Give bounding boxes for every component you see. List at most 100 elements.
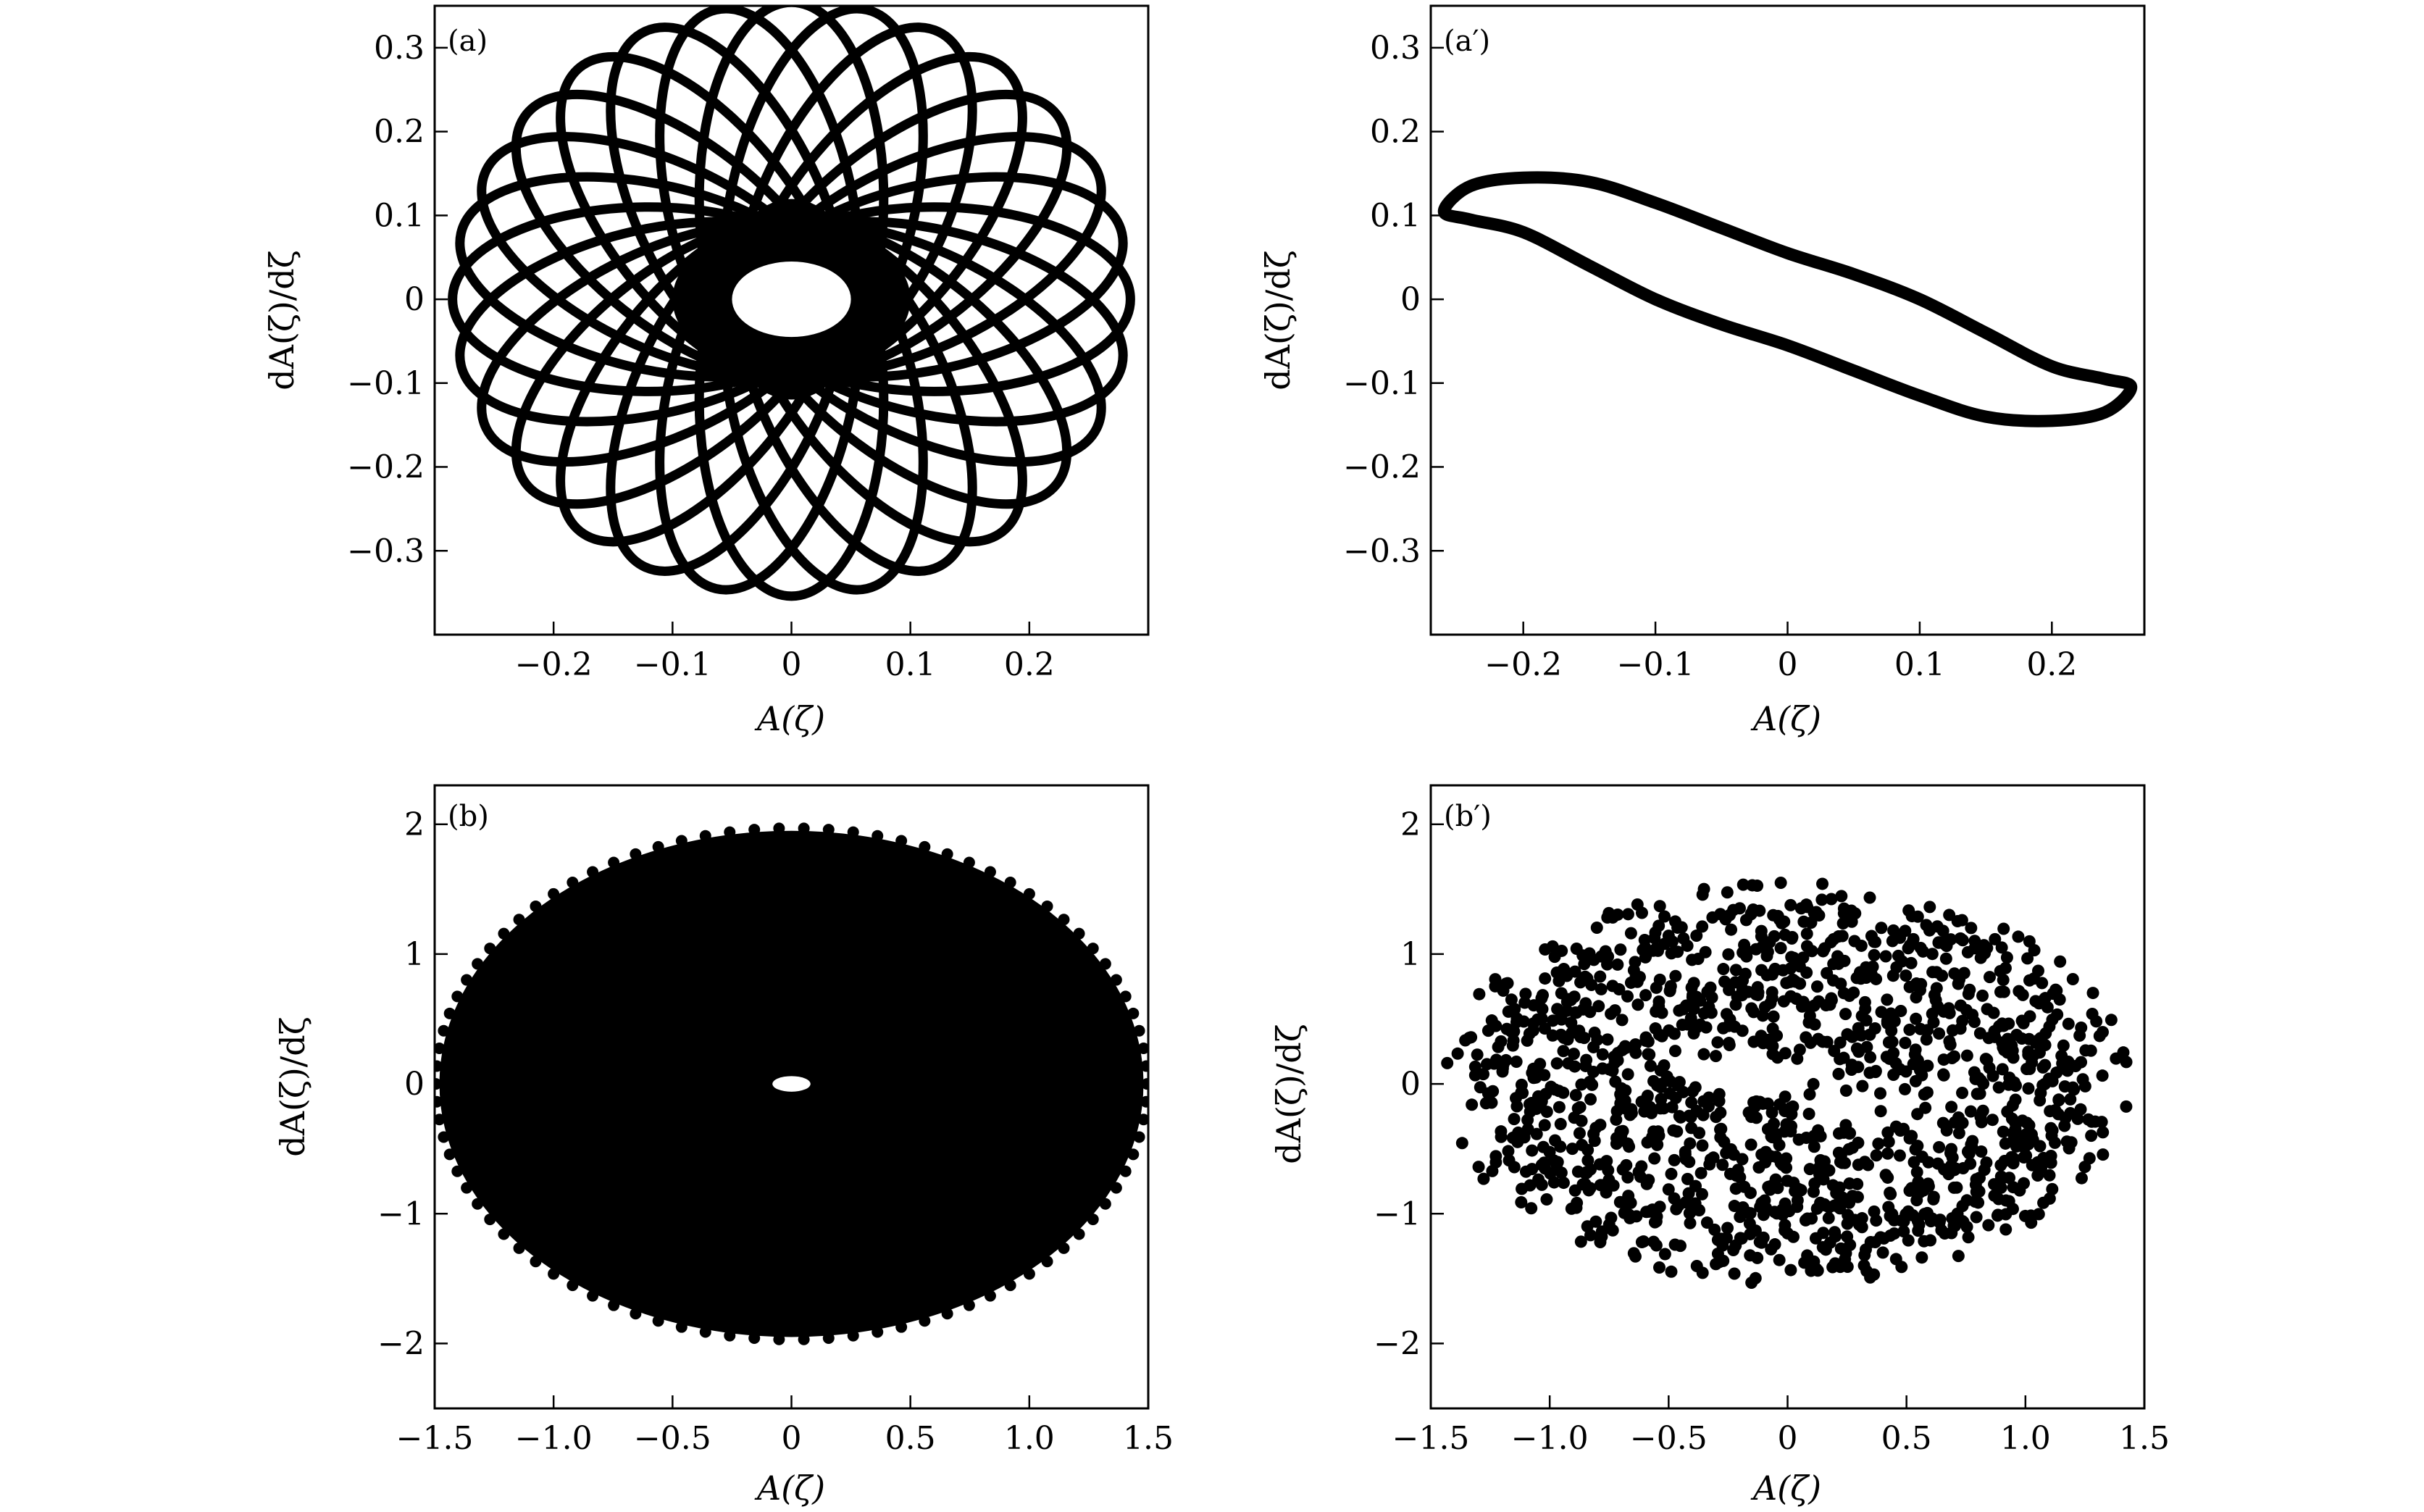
panel-b-prime-point-299 bbox=[1948, 1050, 1961, 1063]
panel-b-prime-point-384 bbox=[1997, 1125, 2010, 1138]
panel-b-prime-point-786 bbox=[1779, 928, 1792, 941]
panel-b-prime-point-323 bbox=[1620, 1158, 1633, 1171]
panel-b-edge-point-28 bbox=[652, 840, 664, 853]
panel-b-prime-point-973 bbox=[1615, 1090, 1628, 1103]
panel-b-prime-point-717 bbox=[1687, 988, 1700, 1001]
panel-b-prime-point-867 bbox=[1877, 1232, 1890, 1245]
panel-b-prime-point-412 bbox=[1933, 1027, 1946, 1040]
panel-b-prime-point-1186 bbox=[1775, 916, 1788, 930]
panel-b-prime-point-411 bbox=[1722, 948, 1735, 961]
panel-b-prime-point-470 bbox=[1650, 981, 1663, 994]
panel-b-prime-point-1110 bbox=[1519, 1165, 1532, 1178]
panel-b-prime-point-782 bbox=[1907, 1058, 1920, 1071]
panel-a-ytick-label-2: −0.1 bbox=[347, 365, 425, 402]
panel-b-prime-point-1314 bbox=[2052, 1093, 2065, 1106]
panel-b-prime-point-1288 bbox=[1940, 940, 1953, 953]
panel-b-marks bbox=[435, 822, 1148, 1345]
panel-b-prime-point-693 bbox=[2120, 1100, 2133, 1113]
panel-b-prime-point-72 bbox=[1709, 1050, 1722, 1063]
panel-b-prime-point-1350 bbox=[1965, 922, 1978, 935]
panel-b-edge-point-42 bbox=[438, 1024, 450, 1037]
panel-b-prime-point-1338 bbox=[2034, 1094, 2047, 1107]
panel-b-prime-point-1374 bbox=[1576, 1138, 1589, 1151]
panel-b-prime-point-1133 bbox=[1843, 1127, 1856, 1140]
panel-a-prime-ytick-label-6: 0.3 bbox=[1370, 30, 1421, 67]
panel-b-prime-point-813 bbox=[1802, 1107, 1815, 1120]
panel-b-prime-point-535 bbox=[1986, 1114, 1999, 1127]
panel-b-prime-point-443 bbox=[1779, 1224, 1792, 1237]
panel-b-edge-point-38 bbox=[472, 958, 484, 970]
panel-b-prime-point-1378 bbox=[1750, 987, 1763, 1001]
panel-b-prime-point-1256 bbox=[1760, 969, 1773, 982]
panel-b-prime-point-1268 bbox=[1608, 1056, 1621, 1069]
panel-b-prime-point-1254 bbox=[1666, 1100, 1679, 1114]
panel-b-prime-point-481 bbox=[1881, 993, 1894, 1006]
panel-b-prime-point-1290 bbox=[1910, 1012, 1923, 1025]
panel-b-edge-point-39 bbox=[461, 974, 473, 986]
panel-b-prime-point-845 bbox=[2020, 1149, 2033, 1162]
panel-b-prime-point-436 bbox=[1900, 969, 1913, 982]
panel-b-prime-point-1002 bbox=[1700, 1021, 1713, 1034]
panel-b-prime-point-1015 bbox=[2117, 1046, 2130, 1059]
panel-b-prime-point-43 bbox=[1736, 878, 1750, 891]
panel-b-prime-point-899 bbox=[2096, 1069, 2109, 1082]
panel-b-prime-point-635 bbox=[1939, 952, 1952, 965]
panel-b-prime-point-1334 bbox=[1745, 1277, 1758, 1290]
panel-b-prime-point-1062 bbox=[1905, 956, 1918, 969]
panel-b-edge-point-24 bbox=[748, 824, 761, 836]
panel-b-prime-point-1340 bbox=[1684, 1216, 1697, 1229]
panel-b-prime-point-1270 bbox=[1751, 1251, 1764, 1264]
panel-b-prime-point-700 bbox=[2002, 1195, 2015, 1208]
panel-b-prime-point-1376 bbox=[1999, 1208, 2013, 1221]
panel-b-edge-point-59 bbox=[587, 1290, 599, 1302]
panel-b-prime-point-1085 bbox=[2015, 1014, 2028, 1027]
panel-b-prime-point-1107 bbox=[1970, 1173, 1983, 1186]
panel-a-prime-ytick-label-4: 0.1 bbox=[1370, 197, 1421, 234]
panel-b-prime-point-1272 bbox=[1611, 958, 1624, 971]
panel-b-prime-point-189 bbox=[2064, 1093, 2077, 1106]
panel-b-edge-point-43 bbox=[435, 1042, 446, 1054]
panel-b-edge-point-56 bbox=[530, 1256, 542, 1268]
panel-b-prime-point-839 bbox=[1908, 1048, 1921, 1061]
panel-b-prime-point-870 bbox=[1910, 1194, 1923, 1207]
panel-b-prime-point-463 bbox=[1569, 1089, 1582, 1102]
panel-b-edge-point-46 bbox=[435, 1095, 443, 1108]
panel-b-prime-point-939 bbox=[1832, 1146, 1845, 1159]
panel-b-edge-point-88 bbox=[1137, 1114, 1148, 1126]
panel-b-edge-point-68 bbox=[798, 1333, 810, 1345]
panel-b-prime-point-681 bbox=[1609, 1075, 1622, 1088]
panel-b-prime-point-1307 bbox=[1652, 919, 1666, 932]
panel-b-prime-point-400 bbox=[1565, 1202, 1578, 1215]
panel-b-prime-point-1223 bbox=[1863, 1066, 1876, 1079]
panel-b-prime-point-1386 bbox=[1953, 973, 1966, 986]
panel-b-prime-point-1097 bbox=[1668, 915, 1681, 928]
panel-b-prime-point-1014 bbox=[1997, 922, 2010, 935]
panel-b-prime-point-93 bbox=[1915, 1251, 1928, 1264]
panel-b-prime-point-1369 bbox=[1584, 1093, 1597, 1106]
panel-b-edge-point-48 bbox=[438, 1131, 450, 1143]
panel-b-prime-point-1345 bbox=[1851, 1190, 1864, 1203]
panel-b-prime-point-1016 bbox=[2096, 1026, 2109, 1039]
panel-b-prime-point-1141 bbox=[1975, 1145, 1988, 1158]
panel-b-prime-point-1203 bbox=[1601, 958, 1614, 971]
panel-b-prime-point-480 bbox=[1847, 986, 1860, 999]
panel-b-prime-point-741 bbox=[1714, 1106, 1727, 1119]
panel-b-prime-point-552 bbox=[1653, 1200, 1666, 1214]
panel-b-edge-point-26 bbox=[699, 830, 711, 842]
panel-b-prime-point-1392 bbox=[1548, 951, 1561, 964]
panel-b-prime-point-1173 bbox=[1587, 953, 1600, 966]
panel-b-prime-point-1131 bbox=[1486, 1164, 1499, 1177]
panel-b-prime-plot-area bbox=[1441, 877, 2133, 1290]
panel-b-prime-point-1027 bbox=[2053, 993, 2066, 1006]
panel-b-prime-point-1315 bbox=[1567, 1048, 1580, 1061]
panel-b-prime-point-1026 bbox=[1555, 1010, 1568, 1023]
panel-b-edge-point-23 bbox=[773, 822, 785, 835]
panel-b-prime-point-1081 bbox=[1683, 1156, 1696, 1169]
panel-b-prime-point-61 bbox=[1803, 1163, 1816, 1176]
panel-b-prime-point-952 bbox=[1828, 1045, 1841, 1058]
panel-b-prime-point-929 bbox=[1954, 999, 1967, 1012]
panel-b-prime-point-1079 bbox=[1860, 972, 1873, 985]
panel-b-prime-point-1047 bbox=[1649, 1022, 1662, 1035]
panel-b-prime-point-936 bbox=[1644, 1059, 1657, 1072]
panel-a-prime-ticks: −0.2 −0.1 0 0.1 0.2 −0.3 −0.2 −0.1 0 0.1 0.2 0.3 bbox=[1343, 30, 2077, 683]
